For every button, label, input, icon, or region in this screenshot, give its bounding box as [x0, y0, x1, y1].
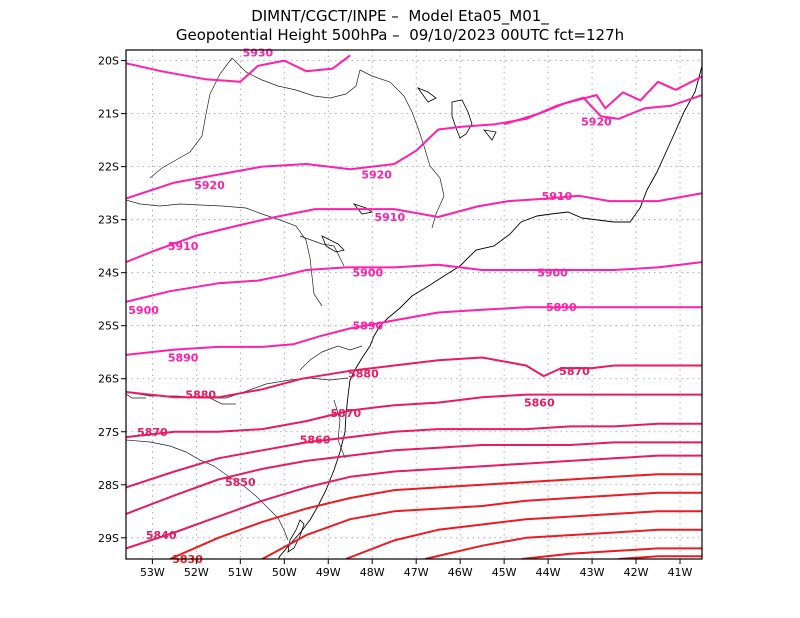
- contour-5860: [126, 422, 702, 489]
- contour-5840: [126, 454, 702, 550]
- x-tick-label: 44W: [536, 566, 561, 579]
- x-tick-label: 50W: [272, 566, 297, 579]
- x-tick-label: 51W: [228, 566, 253, 579]
- contour-label: 5900: [128, 304, 159, 317]
- contour-5780: [618, 555, 702, 559]
- atlantic-coastline: [277, 65, 702, 559]
- contour-label: 5870: [559, 365, 590, 378]
- contour-label: 5870: [331, 407, 362, 420]
- contour-5930: [126, 54, 351, 83]
- plot-frame: [125, 49, 703, 560]
- contour-label: 5910: [168, 240, 199, 253]
- contour-label: 5850: [225, 476, 256, 489]
- contour-label: 5910: [375, 211, 406, 224]
- contour-label: 5870: [137, 426, 168, 439]
- y-tick-label: 23S: [98, 214, 119, 227]
- y-tick-label: 22S: [98, 161, 119, 174]
- contour-5900: [126, 261, 702, 303]
- x-tick-label: 52W: [184, 566, 209, 579]
- y-tick-label: 26S: [98, 373, 119, 386]
- contour-label: 5890: [353, 320, 384, 333]
- contour-label: 5880: [185, 389, 216, 402]
- x-tick-label: 41W: [668, 566, 693, 579]
- contour-label: 5920: [361, 169, 392, 182]
- contour-5880: [126, 356, 702, 399]
- contour-label: 5890: [168, 352, 199, 365]
- contour-label: 5860: [524, 397, 555, 410]
- contour-label: 5840: [146, 529, 177, 542]
- y-tick-label: 28S: [98, 479, 119, 492]
- contour-5850: [126, 441, 702, 515]
- contour-label: 5930: [243, 47, 274, 60]
- contour-label: 5910: [542, 190, 573, 203]
- contour-5870: [126, 393, 702, 439]
- latitude-axis: 20S 21S 22S 23S 24S 25S 26S 27S 28S 29S: [98, 55, 126, 545]
- contour-5800: [424, 528, 702, 559]
- y-tick-label: 25S: [98, 320, 119, 333]
- contour-label: 5900: [353, 267, 384, 280]
- contour-5890: [126, 306, 702, 356]
- contour-label: 5920: [581, 116, 612, 129]
- contour-5820: [261, 491, 702, 559]
- contour-5810: [345, 510, 702, 559]
- y-tick-label: 24S: [98, 267, 119, 280]
- y-tick-label: 21S: [98, 108, 119, 121]
- contour-label: 5890: [546, 301, 577, 314]
- interior-lakes: [321, 87, 497, 253]
- x-tick-label: 48W: [360, 566, 385, 579]
- contour-5920: [126, 94, 702, 200]
- x-tick-label: 49W: [316, 566, 341, 579]
- state-borders-north: [126, 57, 445, 307]
- longitude-axis: 53W 52W 51W 50W 49W 48W 47W 46W 45W 44W 43W 42W 41W: [140, 559, 693, 579]
- x-tick-label: 53W: [140, 566, 165, 579]
- x-tick-label: 46W: [448, 566, 473, 579]
- y-tick-label: 29S: [98, 532, 119, 545]
- map-title-line-2: Geopotential Height 500hPa – 09/10/2023 …: [175, 26, 625, 44]
- contour-5790: [521, 547, 702, 559]
- coastline-and-borders: [126, 57, 702, 559]
- contour-5830: [169, 473, 702, 559]
- contour-label: 5880: [348, 367, 379, 380]
- x-tick-label: 42W: [624, 566, 649, 579]
- contour-labels: 5930 5920 5920 5920 5910 5910 5910 5900 5900 5900…: [128, 47, 612, 566]
- height-contours: [126, 54, 702, 559]
- contour-label: 5900: [537, 267, 568, 280]
- contour-5910: [126, 192, 702, 264]
- contour-label: 5920: [194, 179, 225, 192]
- x-tick-label: 45W: [492, 566, 517, 579]
- y-tick-label: 20S: [98, 55, 119, 68]
- x-tick-label: 43W: [580, 566, 605, 579]
- map-title-line-1: DIMNT/CGCT/INPE – Model Eta05_M01_: [251, 7, 549, 25]
- y-tick-label: 27S: [98, 426, 119, 439]
- x-tick-label: 47W: [404, 566, 429, 579]
- lagoa-dos-patos: [287, 519, 305, 553]
- contour-label: 5860: [300, 434, 331, 447]
